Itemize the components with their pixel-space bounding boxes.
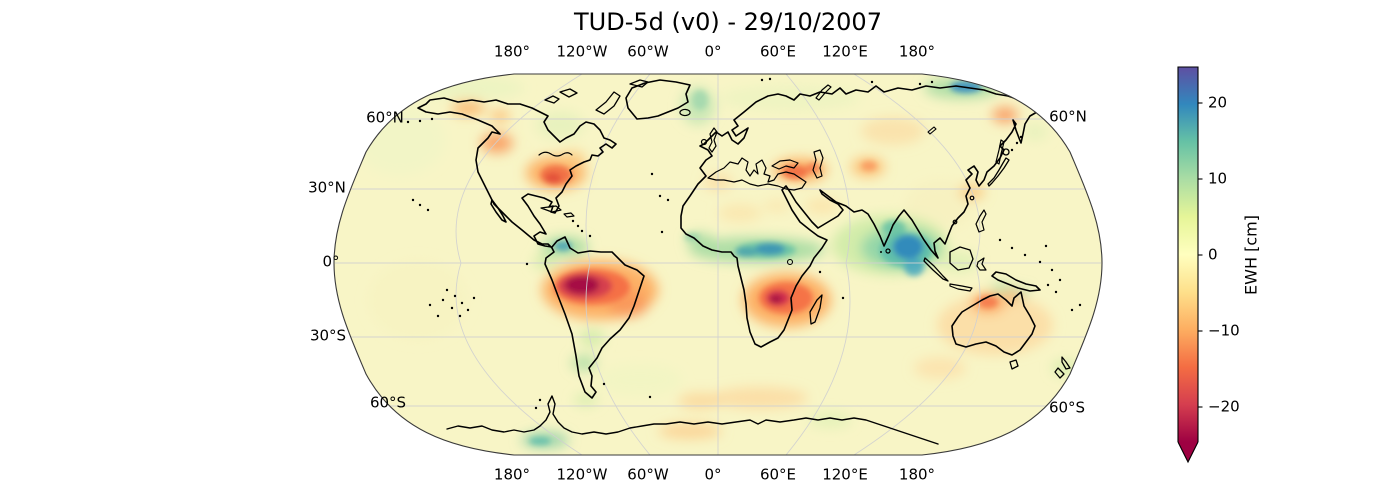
- colorbar-extend-arrow: [1178, 442, 1198, 462]
- lon-label-top: 0°: [704, 42, 722, 61]
- lon-label-bottom: 120°W: [556, 465, 608, 484]
- map-boundary-outline: [333, 73, 1103, 456]
- colorbar-axis-label: EWH [cm]: [1241, 215, 1261, 295]
- anomaly-field: [355, 76, 1078, 448]
- lat-label-right: 60°S: [1048, 398, 1086, 417]
- colorbar-tick-label: 0: [1208, 245, 1218, 264]
- lon-label-top: 60°E: [759, 42, 797, 61]
- colorbar-gradient: [1178, 67, 1198, 442]
- lat-label-left: 60°N: [366, 108, 404, 127]
- lon-label-bottom: 60°E: [759, 465, 797, 484]
- lat-label-left: 0°: [322, 252, 340, 271]
- colorbar-tick-label: 10: [1208, 169, 1228, 188]
- lon-label-top: 120°E: [822, 42, 868, 61]
- lon-label-top: 120°W: [556, 42, 608, 61]
- lat-label-left: 30°N: [308, 178, 346, 197]
- colorbar: [1177, 66, 1203, 464]
- coastlines: [406, 77, 1082, 445]
- lon-label-bottom: 180°: [898, 465, 936, 484]
- small-islands: [406, 77, 1082, 410]
- colorbar-tick-label: −10: [1208, 321, 1240, 340]
- lon-label-top: 180°: [493, 42, 531, 61]
- colorbar-ticks: [1198, 102, 1203, 408]
- lat-label-left: 60°S: [369, 393, 407, 412]
- lon-label-top: 180°: [898, 42, 936, 61]
- colorbar-tick-label: 20: [1208, 93, 1228, 112]
- lon-label-bottom: 60°W: [627, 465, 669, 484]
- lon-label-bottom: 0°: [704, 465, 722, 484]
- page-title: TUD-5d (v0) - 29/10/2007: [574, 8, 882, 36]
- lon-label-bottom: 120°E: [822, 465, 868, 484]
- lat-label-right: 60°N: [1049, 107, 1087, 126]
- lon-label-top: 60°W: [627, 42, 669, 61]
- lon-label-bottom: 180°: [493, 465, 531, 484]
- colorbar-tick-label: −20: [1208, 397, 1240, 416]
- lat-label-left: 30°S: [309, 326, 347, 345]
